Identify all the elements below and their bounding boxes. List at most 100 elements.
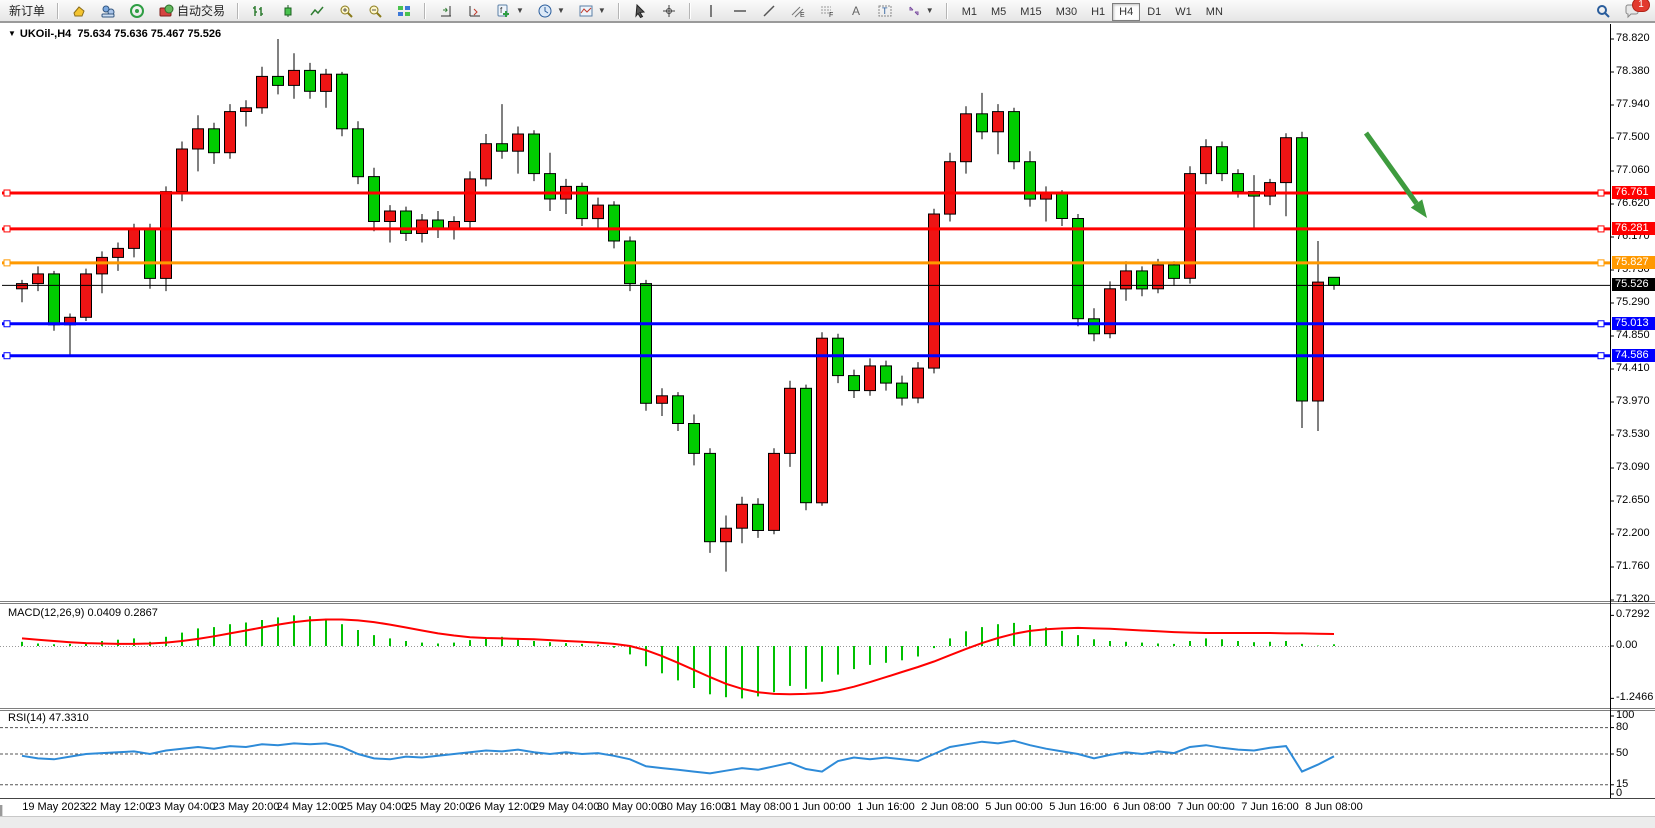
candle: [592, 197, 604, 229]
candle: [1280, 133, 1292, 217]
timeframe-button-M15[interactable]: M15: [1020, 5, 1042, 18]
tile-windows-button[interactable]: [391, 1, 417, 21]
indicators-icon: f: [496, 3, 512, 19]
timeframe-button-W1[interactable]: W1: [1175, 5, 1192, 18]
date-tick-label: 31 May 08:00: [724, 801, 792, 813]
bar-chart-button[interactable]: [246, 1, 272, 21]
candle: [880, 360, 892, 391]
arrows-button[interactable]: ▼: [901, 1, 939, 21]
timeframe-button-H1[interactable]: H1: [1091, 5, 1106, 18]
label-button[interactable]: T: [872, 1, 898, 21]
candle: [224, 104, 236, 159]
timeframe-button-M30[interactable]: M30: [1055, 5, 1078, 18]
line-chart-button[interactable]: [304, 1, 330, 21]
timeframe-button-H4[interactable]: H4: [1112, 2, 1141, 21]
crosshair-icon: [661, 3, 677, 19]
timeframe-button-MN[interactable]: MN: [1205, 5, 1223, 18]
line-chart-icon: [309, 3, 325, 19]
candle: [1184, 166, 1196, 284]
candle: [928, 208, 940, 374]
trendline-button[interactable]: [756, 1, 782, 21]
candle: [800, 384, 812, 511]
candle: [112, 242, 124, 271]
chat-button[interactable]: 1: [1619, 0, 1650, 21]
search-button[interactable]: [1590, 1, 1616, 21]
candle: [384, 205, 396, 243]
autotrade-button[interactable]: 自动交易: [153, 0, 230, 21]
down-arrow-head[interactable]: [1410, 199, 1427, 218]
hline-handle[interactable]: [1597, 225, 1605, 233]
price-level-chip: 75.827: [1612, 255, 1655, 269]
price-tick-label: 73.970: [1616, 395, 1650, 407]
candle: [16, 279, 28, 303]
hline-handle[interactable]: [3, 189, 11, 197]
market-watch-button[interactable]: [95, 1, 121, 21]
hline-handle[interactable]: [1597, 352, 1605, 360]
timeframe-button-D1[interactable]: D1: [1147, 5, 1162, 18]
candlestick-button[interactable]: [275, 1, 301, 21]
periods-button[interactable]: ▼: [532, 1, 570, 21]
main-chart-canvas[interactable]: [0, 22, 1655, 827]
candle: [832, 333, 844, 384]
candle: [208, 122, 220, 164]
hline-handle[interactable]: [1597, 259, 1605, 267]
date-tick-label: 30 May 00:00: [596, 801, 664, 813]
new-order-button[interactable]: 新订单: [9, 4, 46, 18]
toolbar-separator: [945, 2, 948, 19]
templates-button[interactable]: ▼: [573, 1, 611, 21]
candle: [96, 251, 108, 294]
candle: [1104, 281, 1116, 339]
timeframe-button-M1[interactable]: M1: [961, 5, 977, 18]
hline-handle[interactable]: [3, 352, 11, 360]
date-tick-label: 7 Jun 16:00: [1241, 801, 1299, 813]
bar-chart-icon: [251, 3, 267, 19]
candle: [736, 496, 748, 544]
toolbar-separator: [237, 2, 240, 19]
timeframe-button-M5[interactable]: M5: [991, 5, 1007, 18]
indicators-button[interactable]: f ▼: [491, 1, 529, 21]
candle: [912, 362, 924, 404]
status-strip: [0, 816, 1655, 828]
chevron-down-icon: ▼: [597, 6, 606, 15]
macd-label: MACD(12,26,9) 0.0409 0.2867: [8, 607, 158, 619]
candle: [768, 448, 780, 535]
chart-shift-button[interactable]: [462, 1, 488, 21]
price-level-chip: 76.761: [1612, 186, 1655, 199]
price-tick-label: 73.090: [1616, 461, 1650, 473]
down-arrow-annotation[interactable]: [1363, 131, 1419, 205]
rsi-label: RSI(14) 47.3310: [8, 712, 89, 724]
date-tick-label: 23 May 04:00: [148, 801, 216, 813]
hline-handle[interactable]: [1597, 320, 1605, 328]
navigator-button[interactable]: [124, 1, 150, 21]
hline-handle[interactable]: [3, 259, 11, 267]
candle: [288, 53, 300, 99]
candle: [656, 388, 668, 416]
macd-signal-line: [21, 618, 1335, 696]
zoom-in-button[interactable]: [333, 1, 359, 21]
date-tick-label: 23 May 20:00: [212, 801, 280, 813]
rsi-scale-label: 100: [1616, 709, 1635, 721]
vline-button[interactable]: [698, 1, 724, 21]
hline-handle[interactable]: [1597, 189, 1605, 197]
crosshair-button[interactable]: [656, 1, 682, 21]
hline-handle[interactable]: [3, 320, 11, 328]
candle: [1024, 151, 1036, 207]
candle: [1216, 141, 1228, 182]
date-tick-label: 25 May 04:00: [340, 801, 408, 813]
channel-button[interactable]: E: [785, 1, 811, 21]
new-chart-button[interactable]: [66, 1, 92, 21]
candle: [816, 332, 828, 506]
candlestick-icon: [280, 3, 296, 19]
auto-scroll-button[interactable]: [433, 1, 459, 21]
candle: [304, 62, 316, 99]
hline-button[interactable]: [727, 1, 753, 21]
zoom-out-button[interactable]: [362, 1, 388, 21]
cursor-button[interactable]: [627, 1, 653, 21]
fibonacci-button[interactable]: F: [814, 1, 840, 21]
date-tick-label: 1 Jun 00:00: [793, 801, 851, 813]
macd-scale-label: 0.7292: [1616, 608, 1650, 621]
hline-handle[interactable]: [3, 225, 11, 233]
text-button[interactable]: A: [843, 1, 869, 21]
price-tick-label: 77.060: [1616, 164, 1650, 176]
fibonacci-icon: F: [819, 3, 835, 19]
